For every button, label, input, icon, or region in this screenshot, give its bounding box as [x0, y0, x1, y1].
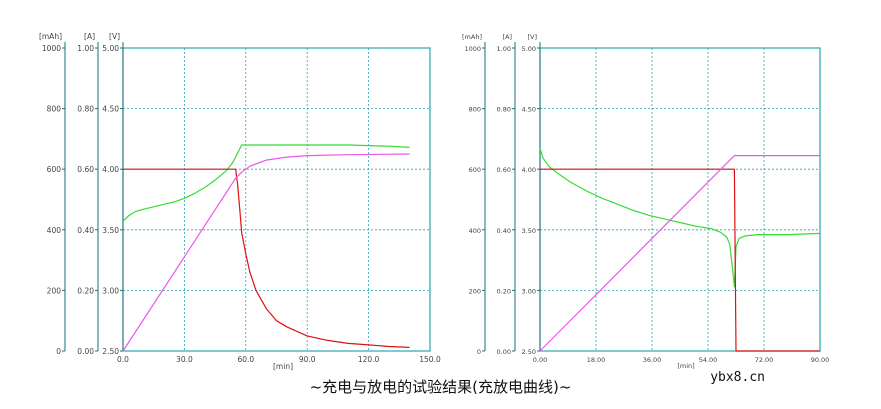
chart1-capacity-tick-label: 400	[47, 226, 62, 235]
chart2-x-axis-unit: [min]	[677, 362, 694, 370]
chart1-capacity-tick-label: 600	[47, 165, 62, 174]
chart2-x-tick-label: 0.00	[533, 356, 547, 364]
chart1-current-series-line	[123, 168, 410, 348]
chart2-current-axis-unit: [A]	[502, 33, 512, 41]
chart1-x-tick-label: 0.0	[117, 355, 129, 364]
chart1-x-tick-label: 150.0	[419, 355, 441, 364]
chart1-voltage-series-line	[122, 144, 410, 222]
chart1-voltage-tick-label: 3.50	[102, 226, 119, 235]
chart1-capacity-axis-unit: [mAh]	[39, 32, 62, 41]
chart2-voltage-axis-unit: [V]	[527, 33, 537, 41]
chart1-x-axis-unit: [min]	[273, 362, 293, 371]
chart1-x-tick-label: 30.0	[176, 355, 193, 364]
chart2-capacity-tick-label: 200	[469, 287, 481, 295]
chart1-x-tick-label: 60.0	[237, 355, 254, 364]
chart2-current-tick-label: 0.40	[497, 227, 511, 235]
chart2-voltage-tick-label: 3.00	[522, 287, 536, 295]
figure-caption: ~充电与放电的试验结果(充放电曲线)~	[309, 378, 572, 396]
chart1-voltage-tick-label: 4.50	[102, 105, 119, 114]
chart2-voltage-tick-label: 4.50	[522, 106, 536, 114]
chart2-voltage-tick-label: 3.50	[522, 227, 536, 235]
chart1-plot-frame	[122, 47, 431, 352]
chart2-current-tick-label: 0.00	[497, 348, 511, 356]
chart1-voltage-tick-label: 5.00	[102, 44, 119, 53]
chart2-capacity-series-line	[539, 155, 820, 352]
chart1-voltage-tick-label: 4.00	[102, 165, 119, 174]
chart2-x-tick-label: 36.00	[643, 356, 662, 364]
chart2-capacity-tick-label: 1000	[464, 45, 481, 53]
chart1-voltage-axis-unit: [V]	[109, 32, 120, 41]
chart2-capacity-tick-label: 0	[477, 348, 481, 356]
chart1-capacity-tick-label: 1000	[42, 44, 61, 53]
chart1-current-tick-label: 0.00	[77, 347, 94, 356]
chart2-plot-frame	[539, 47, 821, 352]
chart2-current-tick-label: 0.60	[497, 166, 511, 174]
chart1-capacity-tick-label: 200	[47, 286, 62, 295]
chart1-current-tick-label: 1.00	[77, 44, 94, 53]
chart2-current-tick-label: 0.20	[497, 287, 511, 295]
chart2-x-tick-label: 90.00	[811, 356, 830, 364]
chart2-current-tick-label: 1.00	[497, 45, 511, 53]
chart1-voltage-tick-label: 2.50	[102, 347, 119, 356]
chart2-voltage-tick-label: 5.00	[522, 45, 536, 53]
chart1-capacity-series-line	[122, 153, 410, 352]
chart2-voltage-tick-label: 4.00	[522, 166, 536, 174]
chart1-current-tick-label: 0.80	[77, 105, 94, 114]
chart2-capacity-axis-unit: [mAh]	[462, 33, 482, 41]
chart2-x-tick-label: 72.00	[755, 356, 774, 364]
chart2-capacity-tick-label: 800	[469, 106, 481, 114]
chart1-voltage-tick-label: 3.00	[102, 286, 119, 295]
chart2-current-series-line	[540, 168, 820, 352]
chart1-x-tick-label: 90.0	[299, 355, 316, 364]
chart2-x-tick-label: 54.00	[699, 356, 718, 364]
chart1-capacity-tick-label: 800	[47, 105, 62, 114]
chart2-capacity-tick-label: 400	[469, 227, 481, 235]
chart1-current-tick-label: 0.60	[77, 165, 94, 174]
chart1-current-axis-unit: [A]	[84, 32, 95, 41]
watermark: ybx8.cn	[710, 370, 765, 385]
chart2-capacity-tick-label: 600	[469, 166, 481, 174]
chart1-capacity-tick-label: 0	[56, 347, 61, 356]
chart1-current-tick-label: 0.40	[77, 226, 94, 235]
chart2-voltage-series-line	[539, 148, 821, 288]
chart2-current-tick-label: 0.80	[497, 106, 511, 114]
chart1-x-tick-label: 120.0	[358, 355, 380, 364]
chart2-voltage-tick-label: 2.50	[522, 348, 536, 356]
chart1-current-tick-label: 0.20	[77, 286, 94, 295]
chart2-x-tick-label: 18.00	[587, 356, 606, 364]
